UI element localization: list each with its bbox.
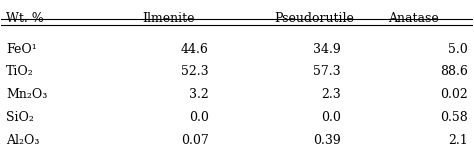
Text: 52.3: 52.3 [181,65,209,78]
Text: 2.3: 2.3 [321,88,341,101]
Text: Mn₂O₃: Mn₂O₃ [6,88,47,101]
Text: 57.3: 57.3 [313,65,341,78]
Text: Anatase: Anatase [388,12,438,25]
Text: Ilmenite: Ilmenite [143,12,195,25]
Text: SiO₂: SiO₂ [6,111,34,124]
Text: 34.9: 34.9 [313,43,341,56]
Text: 0.0: 0.0 [189,111,209,124]
Text: 0.07: 0.07 [181,133,209,147]
Text: 0.0: 0.0 [321,111,341,124]
Text: 88.6: 88.6 [440,65,468,78]
Text: 44.6: 44.6 [181,43,209,56]
Text: 2.1: 2.1 [448,133,468,147]
Text: Pseudorutile: Pseudorutile [275,12,355,25]
Text: 5.0: 5.0 [448,43,468,56]
Text: FeO¹: FeO¹ [6,43,37,56]
Text: 0.58: 0.58 [440,111,468,124]
Text: TiO₂: TiO₂ [6,65,34,78]
Text: Wt. %: Wt. % [6,12,44,25]
Text: 0.02: 0.02 [440,88,468,101]
Text: 0.39: 0.39 [313,133,341,147]
Text: Al₂O₃: Al₂O₃ [6,133,39,147]
Text: 3.2: 3.2 [189,88,209,101]
